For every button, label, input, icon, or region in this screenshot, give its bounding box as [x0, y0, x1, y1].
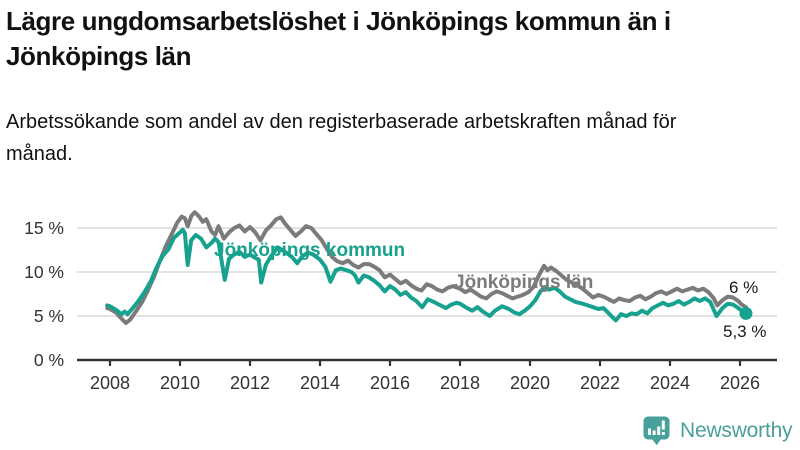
x-tick-label: 2012	[230, 373, 270, 393]
x-tick-label: 2010	[160, 373, 200, 393]
x-tick-label: 2026	[720, 373, 760, 393]
bar-chart-speech-bubble-icon	[643, 416, 670, 446]
series-label-jonkopings-lan: Jönköpings län	[454, 272, 594, 293]
latest-value-dot	[739, 306, 753, 320]
y-tick-label: 0 %	[34, 350, 64, 370]
series-label-jonkopings-kommun: Jönköpings kommun	[214, 240, 406, 261]
newsworthy-logo[interactable]: Newsworthy	[640, 414, 793, 448]
x-axis	[77, 358, 777, 366]
y-tick-label: 15 %	[24, 218, 64, 238]
x-tick-label: 2014	[300, 373, 340, 393]
x-axis-tick-labels: 2008 2010 2012 2014 2016 2018 2020 2022 2024 2026	[90, 373, 760, 393]
y-axis-tick-labels: 0 % 5 % 10 % 15 %	[24, 218, 64, 370]
end-value-label-lan: 6 %	[729, 278, 759, 297]
x-tick-label: 2020	[510, 373, 550, 393]
gridlines	[77, 227, 777, 317]
end-value-label-kommun: 5,3 %	[723, 322, 767, 341]
page-title: Lägre ungdomsarbetslöshet i Jönköpings k…	[6, 6, 671, 71]
x-tick-label: 2018	[440, 373, 480, 393]
x-tick-label: 2016	[370, 373, 410, 393]
chart-subtitle: Arbetssökande som andel av den registerb…	[6, 111, 677, 165]
y-tick-label: 5 %	[34, 306, 64, 326]
data-series-lines	[105, 210, 753, 325]
newsworthy-logo-text: Newsworthy	[680, 419, 793, 442]
line-j-nk-pings-kommun	[105, 227, 748, 323]
x-tick-label: 2008	[90, 373, 130, 393]
x-tick-label: 2022	[580, 373, 620, 393]
line-j-nk-pings-l-n	[105, 210, 748, 325]
x-tick-label: 2024	[650, 373, 690, 393]
y-tick-label: 10 %	[24, 262, 64, 282]
